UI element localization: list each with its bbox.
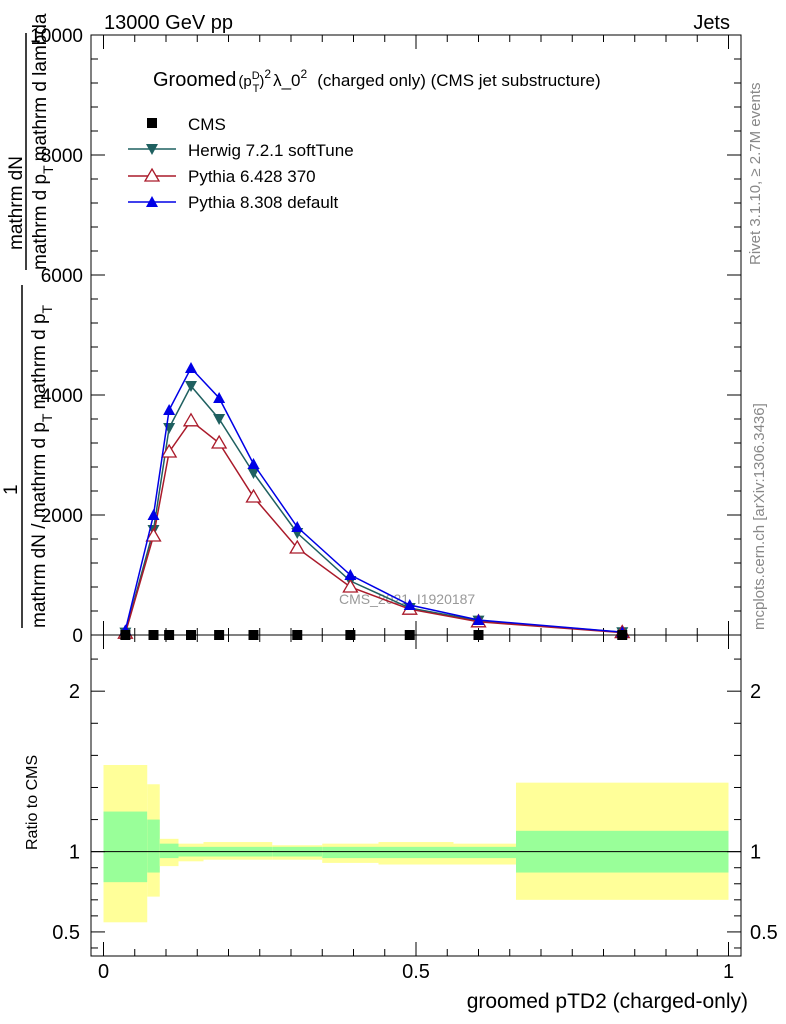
ratio-y-ticks: 0.5 0.5 1 1 2 2	[52, 658, 778, 949]
ylabel-frac-T: T	[39, 413, 55, 422]
main-y-tick-label: 4000	[41, 386, 83, 407]
data-point	[342, 578, 359, 593]
ylabel-frac-rest: mathrm d p	[29, 313, 50, 409]
ylabel-frac-mid: / mathrm d p	[29, 422, 50, 534]
x-tick-label: 1	[723, 961, 734, 983]
data-point	[245, 488, 262, 503]
data-point	[182, 412, 200, 427]
data-point	[213, 414, 226, 425]
legend-pythia8-label: Pythia 8.308 default	[188, 193, 339, 212]
legend-pythia6-marker	[143, 167, 161, 182]
data-point	[145, 527, 162, 542]
ylabel-frac-N: N	[29, 534, 50, 548]
svg-text:mathrm d pTmathrm d lambda: mathrm d pTmathrm d lambda	[30, 13, 56, 270]
title-close: )	[259, 73, 264, 90]
title-lambda: λ_0	[273, 71, 300, 90]
rivet-label: Rivet 3.1.10, ≥ 2.7M events	[747, 83, 764, 266]
data-point	[247, 468, 260, 479]
ratio-y-tick-label: 0.5	[52, 922, 80, 944]
ratio-band-green	[378, 846, 454, 859]
ratio-band-green	[159, 843, 179, 859]
ratio-y-tick-label-right: 1	[750, 842, 761, 864]
data-point	[160, 443, 178, 458]
ylabel-frac-T2: T	[39, 304, 55, 313]
ratio-x-ticks: 0 0.5 1	[98, 635, 734, 983]
ratio-band-green	[322, 846, 379, 859]
ratio-band-green	[147, 819, 160, 873]
main-y-label: mathrm dN mathrm d pTmathrm d lambda 1 m…	[1, 13, 56, 628]
x-tick-label: 0	[98, 961, 109, 983]
ratio-bands	[103, 765, 729, 923]
mcplots-label: mcplots.cern.ch [arXiv:1306.3436]	[751, 403, 768, 630]
title-sq2: 2	[301, 67, 308, 81]
data-point	[247, 458, 260, 469]
ratio-y-tick-label: 1	[69, 842, 80, 864]
ylabel-den-rest: mathrm d lambda	[30, 13, 51, 161]
ylabel-den: mathrm d p	[30, 174, 51, 270]
data-point	[289, 539, 306, 554]
data-point	[210, 434, 228, 449]
header-energy: 13000 GeV pp	[104, 12, 233, 34]
ratio-y-label: Ratio to CMS	[24, 755, 41, 850]
data-point	[147, 509, 160, 520]
data-point	[163, 423, 176, 434]
main-y-ticks: 0 2000 4000 6000 8000 10000	[30, 26, 741, 647]
main-y-tick-label: 6000	[41, 266, 83, 287]
ratio-y-tick-label-right: 0.5	[750, 922, 778, 944]
legend-pythia6-label: Pythia 6.428 370	[188, 167, 316, 186]
legend-cms-marker	[147, 118, 157, 128]
title-main: Groomed	[153, 69, 236, 91]
x-tick-label: 0.5	[402, 961, 430, 983]
data-point	[472, 614, 485, 625]
ylabel-one: 1	[1, 484, 22, 495]
main-y-tick-label: 2000	[41, 506, 83, 527]
main-y-tick-label: 10000	[30, 26, 83, 47]
legend-cms-label: CMS	[188, 115, 226, 134]
ratio-band-green	[453, 846, 516, 859]
title-sq: 2	[264, 67, 271, 81]
data-point	[163, 404, 176, 415]
ratio-band-green	[103, 811, 148, 883]
data-point	[185, 362, 197, 373]
data-point	[403, 599, 416, 610]
title-sup-D: D	[252, 70, 260, 82]
chart-title: Groomed (pD T)2 λ_02 (charged only) (CMS jet…	[153, 67, 601, 95]
title-sub-T: T	[253, 83, 260, 95]
ylabel-frac-top: mathrm d	[29, 548, 50, 628]
data-point	[185, 381, 197, 392]
ylabel-den-T: T	[40, 165, 56, 174]
title-formula: (p	[238, 73, 251, 90]
legend-pythia8-marker	[146, 196, 158, 207]
ratio-y-tick-label-right: 2	[750, 681, 761, 703]
main-y-tick-label: 8000	[41, 146, 83, 167]
legend: CMS Herwig 7.2.1 softTune Pythia 6.428 3…	[128, 115, 354, 212]
legend-herwig-label: Herwig 7.2.1 softTune	[188, 141, 354, 160]
data-point	[213, 392, 226, 403]
ratio-y-tick-label: 2	[69, 681, 80, 703]
data-point	[344, 569, 357, 580]
svg-text:mathrm dN / mathrm d pTmathrm: mathrm dN / mathrm d pTmathrm d pT	[29, 304, 55, 628]
title-rest: (charged only) (CMS jet substructure)	[317, 71, 600, 90]
header-process: Jets	[693, 12, 730, 34]
ylabel-num: mathrm d	[6, 170, 27, 250]
data-point	[291, 521, 304, 532]
legend-herwig-marker	[146, 144, 158, 155]
main-y-tick-label: 0	[72, 626, 83, 647]
svg-text:mathrm dN: mathrm dN	[6, 156, 27, 250]
series-layer	[117, 362, 631, 640]
x-axis-label: groomed pTD2 (charged-only)	[467, 990, 748, 1013]
ylabel-num-N: N	[6, 156, 27, 170]
